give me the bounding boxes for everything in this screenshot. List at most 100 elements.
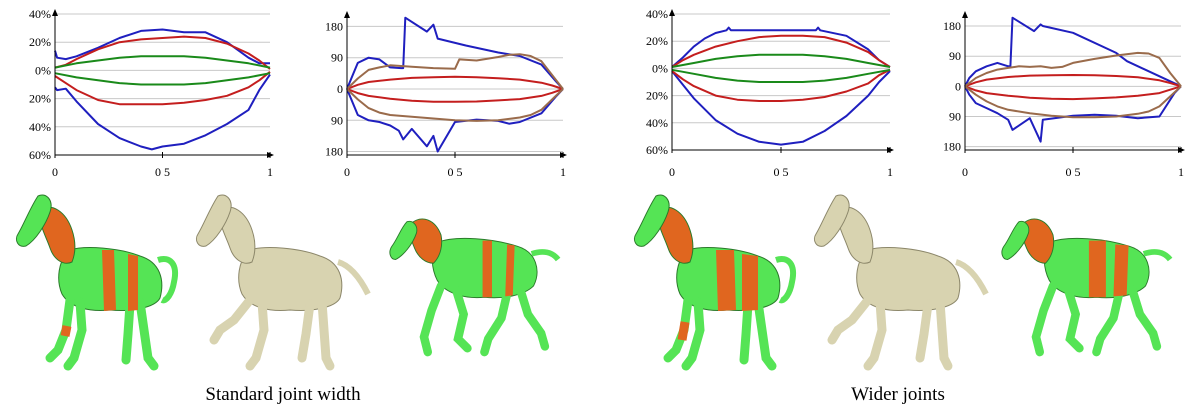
y-axis-arrow [52, 9, 58, 16]
y-tick-label: 180 [325, 145, 343, 159]
series-line [346, 16, 564, 90]
horse-body-band2 [742, 254, 758, 311]
series-line [346, 88, 564, 103]
horse-leg-hind [516, 285, 550, 351]
horse-neck [657, 206, 694, 264]
horse-leg-front [663, 295, 693, 363]
horse-leg-front2 [245, 297, 269, 371]
y-tick-label: 20% [29, 35, 51, 49]
y-tick-label: 40% [29, 7, 51, 21]
series-line [54, 71, 271, 106]
y-tick-label: 0% [35, 63, 51, 77]
horse-leg-front2 [1063, 285, 1084, 353]
y-tick-label: 20% [646, 89, 668, 103]
y-tick-label: 0% [652, 61, 668, 75]
x-tick-label: 1 [1178, 165, 1184, 179]
y-tick-label: 40% [646, 116, 668, 130]
series-line [671, 34, 891, 68]
horse-leg-hind [135, 297, 159, 371]
horse-leg-hind [935, 297, 953, 371]
horse-body-band [716, 250, 736, 311]
horse-leg-hind [1128, 285, 1162, 351]
scale-plot-wide: 40% 20% 0% 20% 40% 60%0 0 5 1 [646, 7, 894, 179]
x-tick-label: 0 [669, 165, 675, 179]
y-axis-arrow [344, 11, 350, 18]
series-line [54, 72, 271, 86]
horse-tail [530, 249, 561, 262]
y-tick-label: 20% [646, 34, 668, 48]
horse-head [389, 220, 418, 260]
horse-segmented-galloping-wide [1001, 218, 1173, 357]
y-tick-label: 0 [337, 82, 343, 96]
horse-segmented-standing-wide [633, 194, 796, 371]
horse-leg-hind2 [297, 299, 315, 363]
horse-head [15, 194, 52, 247]
series-line [346, 75, 564, 90]
horse-body-band2 [1113, 244, 1129, 297]
y-tick-label: 40% [646, 7, 668, 21]
x-tick-label: 0 5 [1066, 165, 1081, 179]
horse-plain-standing [195, 194, 371, 371]
horse-leg-front2 [863, 297, 887, 371]
horse-leg-front [419, 281, 446, 357]
series-line [964, 85, 1182, 119]
y-tick-label: 180 [325, 19, 343, 33]
horse-body [1001, 218, 1173, 357]
series-line [54, 74, 271, 151]
x-tick-label: 1 [267, 165, 273, 179]
y-tick-label: 180 [943, 140, 961, 154]
horse-tail [157, 256, 178, 304]
horse-leg-front [45, 295, 75, 363]
horse-head [1001, 220, 1030, 260]
horse-leg-front-joint [677, 321, 690, 341]
horse-leg-front2 [63, 297, 87, 371]
horse-body-band2 [128, 254, 138, 311]
x-tick-label: 0 [344, 165, 350, 179]
x-tick-label: 0 [52, 165, 58, 179]
horse-body [15, 194, 178, 371]
series-line [346, 88, 564, 122]
series-line [54, 28, 270, 65]
series-line [671, 26, 891, 68]
horse-tail [336, 259, 371, 296]
horse-leg-hind [753, 297, 777, 371]
horse-leg-hind [317, 297, 335, 371]
horse-body [633, 194, 796, 371]
horse-body [813, 194, 989, 371]
series-line [964, 74, 1182, 88]
horse-leg-hind2 [915, 299, 933, 363]
x-tick-label: 0 [962, 165, 968, 179]
horse-leg-front2 [451, 285, 472, 353]
series-line [346, 53, 564, 90]
caption-standard-joint-width: Standard joint width [205, 384, 361, 405]
series-line [671, 68, 891, 83]
horse-tail [954, 259, 989, 296]
horse-body-band [102, 250, 116, 311]
y-tick-label: 90 [949, 49, 961, 63]
horse-leg-hind2 [739, 299, 753, 365]
series-line [54, 35, 271, 70]
y-tick-label: 60% [646, 143, 668, 157]
y-tick-label: 90 [331, 51, 343, 65]
y-tick-label: 90 [331, 113, 343, 127]
horse-plain-standing-wide [813, 194, 989, 371]
horse-neck [39, 206, 76, 264]
series-line [964, 85, 1182, 101]
y-tick-label: 90 [949, 110, 961, 124]
horse-leg-front [827, 295, 873, 345]
horse-leg-hind2 [480, 289, 512, 357]
series-line [964, 85, 1182, 143]
series-line [964, 51, 1182, 88]
series-line [671, 70, 891, 146]
x-tick-label: 1 [560, 165, 566, 179]
y-axis-arrow [962, 11, 968, 18]
horse-body [195, 194, 371, 371]
horse-body-band2 [505, 244, 515, 297]
horse-leg-front-joint [60, 325, 72, 337]
scale-plot-standard: 40% 20% 0% 20% 40% 60%0 0 5 1 [29, 7, 274, 179]
horse-leg-front [1031, 281, 1058, 357]
horse-neck [219, 206, 256, 264]
horse-body-band [1088, 240, 1106, 298]
horse-head [195, 194, 232, 247]
